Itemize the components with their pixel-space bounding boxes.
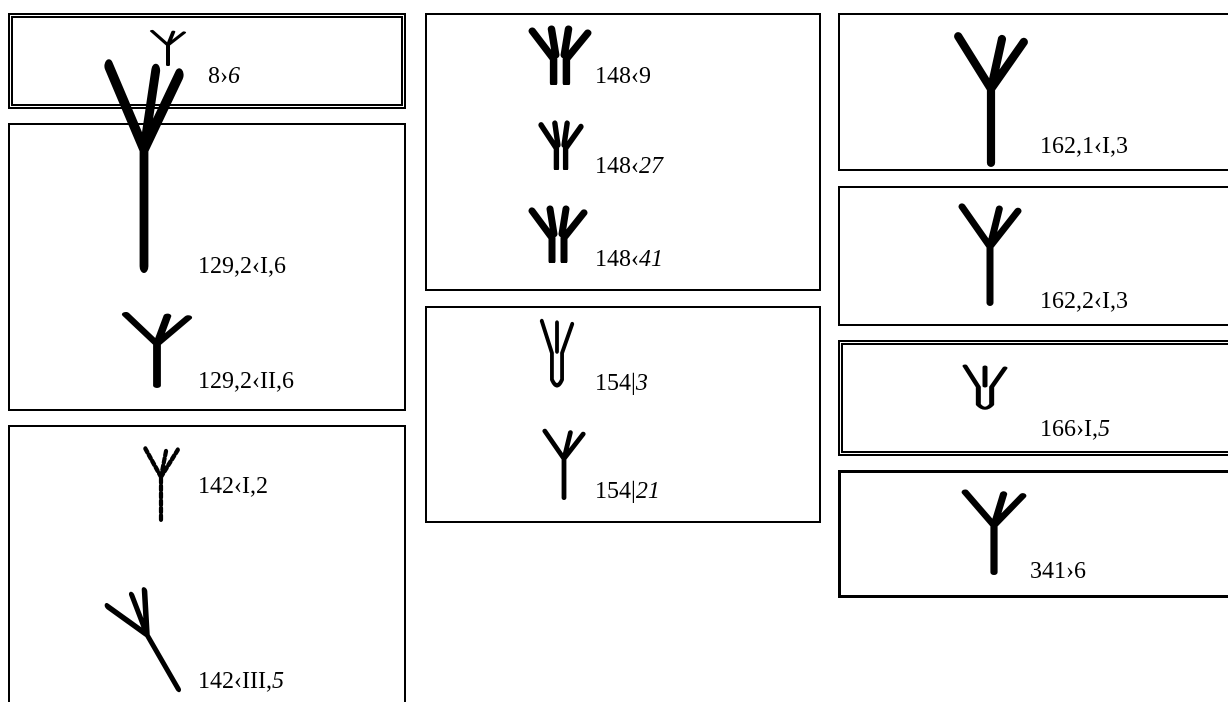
label: 129,2‹I,6	[198, 253, 286, 279]
label: 154|21	[595, 478, 660, 504]
entry-box	[425, 306, 821, 523]
label: 166›I,5	[1040, 416, 1110, 442]
entry-box	[838, 470, 1228, 598]
entry-box	[838, 340, 1228, 456]
label: 142‹III,5	[198, 668, 284, 694]
label: 162,1‹I,3	[1040, 133, 1128, 159]
entry-box	[8, 123, 406, 411]
label: 154|3	[595, 370, 648, 396]
entry-box	[838, 186, 1228, 326]
label: 142‹I,2	[198, 473, 268, 499]
label: 148‹41	[595, 246, 663, 272]
label: 8›6	[208, 63, 240, 89]
label: 341›6	[1030, 558, 1086, 584]
entry-box	[8, 425, 406, 702]
entry-box	[8, 13, 406, 109]
entry-box	[425, 13, 821, 291]
label: 129,2‹II,6	[198, 368, 294, 394]
label: 148‹9	[595, 63, 651, 89]
label: 162,2‹I,3	[1040, 288, 1128, 314]
label: 148‹27	[595, 153, 663, 179]
entry-box	[838, 13, 1228, 171]
